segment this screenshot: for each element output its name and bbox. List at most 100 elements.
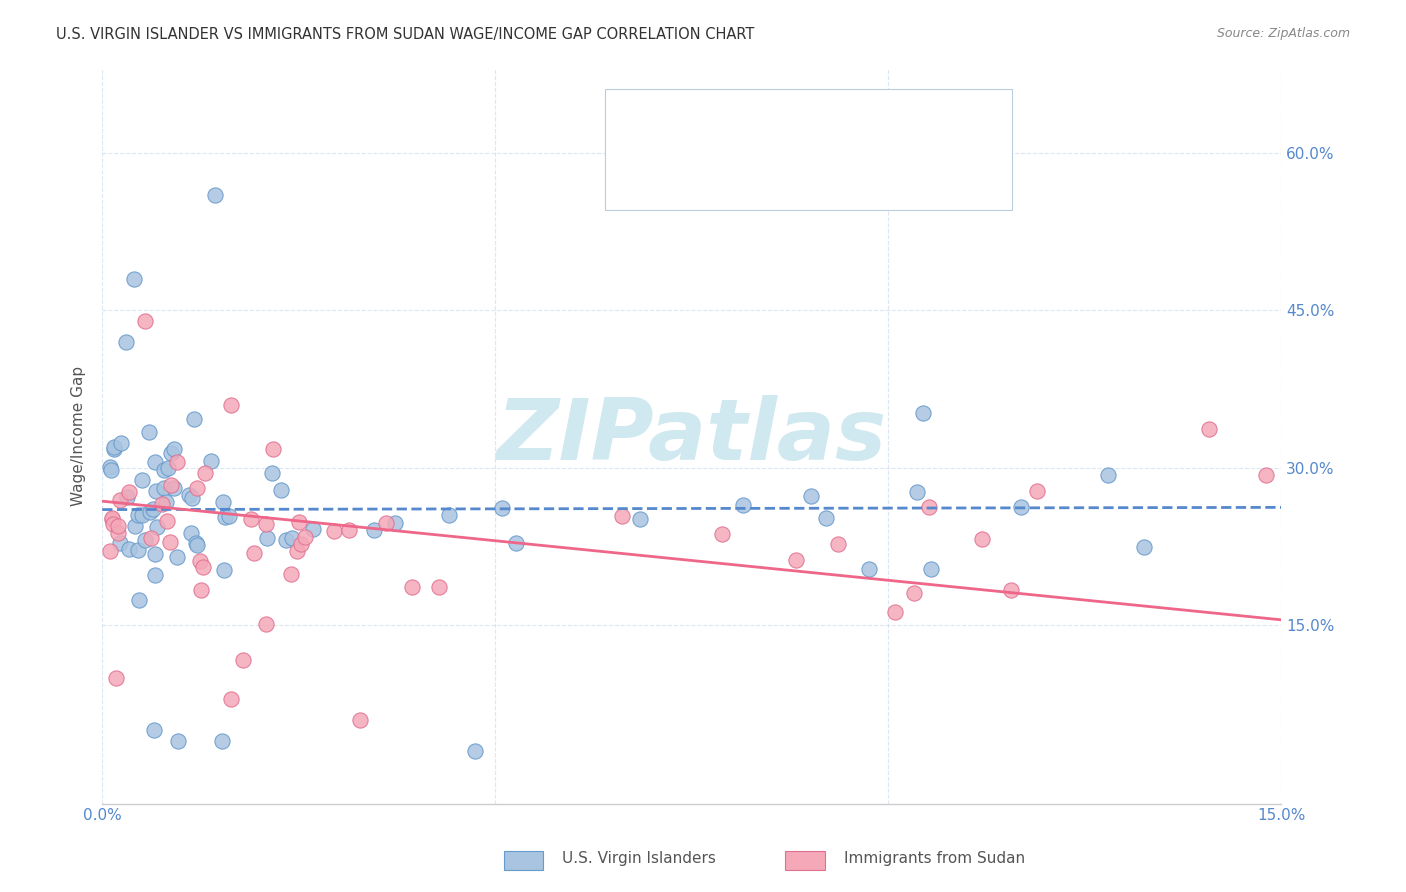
Point	[101, 512, 124, 526]
Point	[134, 533, 156, 548]
Text: Source: ZipAtlas.com: Source: ZipAtlas.com	[1216, 27, 1350, 40]
Point	[143, 723, 166, 738]
Point	[290, 537, 312, 551]
Point	[288, 516, 311, 530]
Point	[139, 505, 162, 519]
Point	[912, 406, 935, 420]
Point	[115, 490, 138, 504]
Point	[110, 436, 132, 450]
Bar	[630, 108, 675, 142]
Point	[256, 531, 278, 545]
Point	[163, 442, 186, 456]
Point	[139, 531, 162, 545]
Point	[302, 522, 325, 536]
Text: 0.014: 0.014	[752, 117, 806, 135]
Point	[153, 463, 176, 477]
Text: R =: R =	[686, 161, 721, 178]
Point	[240, 512, 263, 526]
Text: ZIPatlas: ZIPatlas	[496, 394, 887, 477]
Point	[363, 523, 385, 537]
Text: R =: R =	[686, 117, 721, 135]
Point	[142, 502, 165, 516]
Point	[1097, 468, 1119, 483]
Point	[294, 530, 316, 544]
Point	[143, 567, 166, 582]
Point	[243, 546, 266, 560]
Point	[337, 523, 360, 537]
Point	[918, 500, 941, 514]
Point	[118, 542, 141, 557]
Point	[153, 481, 176, 495]
Point	[212, 495, 235, 509]
Point	[156, 514, 179, 528]
Point	[219, 398, 242, 412]
Point	[256, 617, 278, 632]
Point	[218, 509, 240, 524]
Point	[127, 508, 149, 523]
Bar	[630, 152, 675, 186]
Point	[127, 543, 149, 558]
Point	[150, 497, 173, 511]
Point	[110, 535, 132, 549]
Point	[166, 455, 188, 469]
Point	[131, 474, 153, 488]
Point	[143, 547, 166, 561]
Point	[262, 467, 284, 481]
Point	[98, 544, 121, 558]
Text: N =: N =	[845, 161, 883, 178]
Point	[190, 583, 212, 598]
Point	[711, 526, 734, 541]
Point	[166, 733, 188, 747]
Point	[628, 512, 651, 526]
Point	[115, 334, 138, 349]
Point	[1198, 422, 1220, 436]
Point	[884, 605, 907, 619]
Point	[188, 554, 211, 568]
Point	[186, 481, 208, 495]
Text: N =: N =	[845, 117, 883, 135]
Point	[107, 519, 129, 533]
Point	[1000, 582, 1022, 597]
Point	[124, 519, 146, 533]
Point	[276, 533, 298, 547]
Point	[322, 524, 344, 538]
Point	[200, 454, 222, 468]
Point	[159, 478, 181, 492]
Point	[384, 516, 406, 530]
Point	[1010, 500, 1032, 514]
Text: Immigrants from Sudan: Immigrants from Sudan	[844, 851, 1025, 865]
Point	[191, 559, 214, 574]
Point	[437, 508, 460, 523]
Text: U.S. VIRGIN ISLANDER VS IMMIGRANTS FROM SUDAN WAGE/INCOME GAP CORRELATION CHART: U.S. VIRGIN ISLANDER VS IMMIGRANTS FROM …	[56, 27, 755, 42]
Point	[211, 733, 233, 747]
Point	[101, 517, 124, 532]
Text: 52: 52	[912, 161, 935, 178]
Point	[219, 691, 242, 706]
Point	[179, 488, 201, 502]
Point	[186, 536, 208, 550]
Point	[183, 412, 205, 426]
Point	[214, 510, 236, 524]
Point	[160, 446, 183, 460]
Point	[612, 508, 634, 523]
Point	[163, 481, 186, 495]
Point	[505, 535, 527, 549]
Point	[427, 580, 450, 594]
Point	[101, 511, 124, 525]
Point	[118, 484, 141, 499]
Point	[827, 537, 849, 551]
Point	[281, 531, 304, 545]
Point	[145, 484, 167, 499]
Point	[134, 313, 156, 327]
Point	[107, 525, 129, 540]
Point	[166, 549, 188, 564]
Bar	[503, 851, 543, 871]
Point	[1025, 483, 1047, 498]
Point	[970, 533, 993, 547]
Point	[98, 460, 121, 475]
Point	[464, 744, 486, 758]
Point	[138, 425, 160, 439]
Point	[731, 498, 754, 512]
Text: -0.128: -0.128	[752, 161, 813, 178]
Point	[103, 440, 125, 454]
